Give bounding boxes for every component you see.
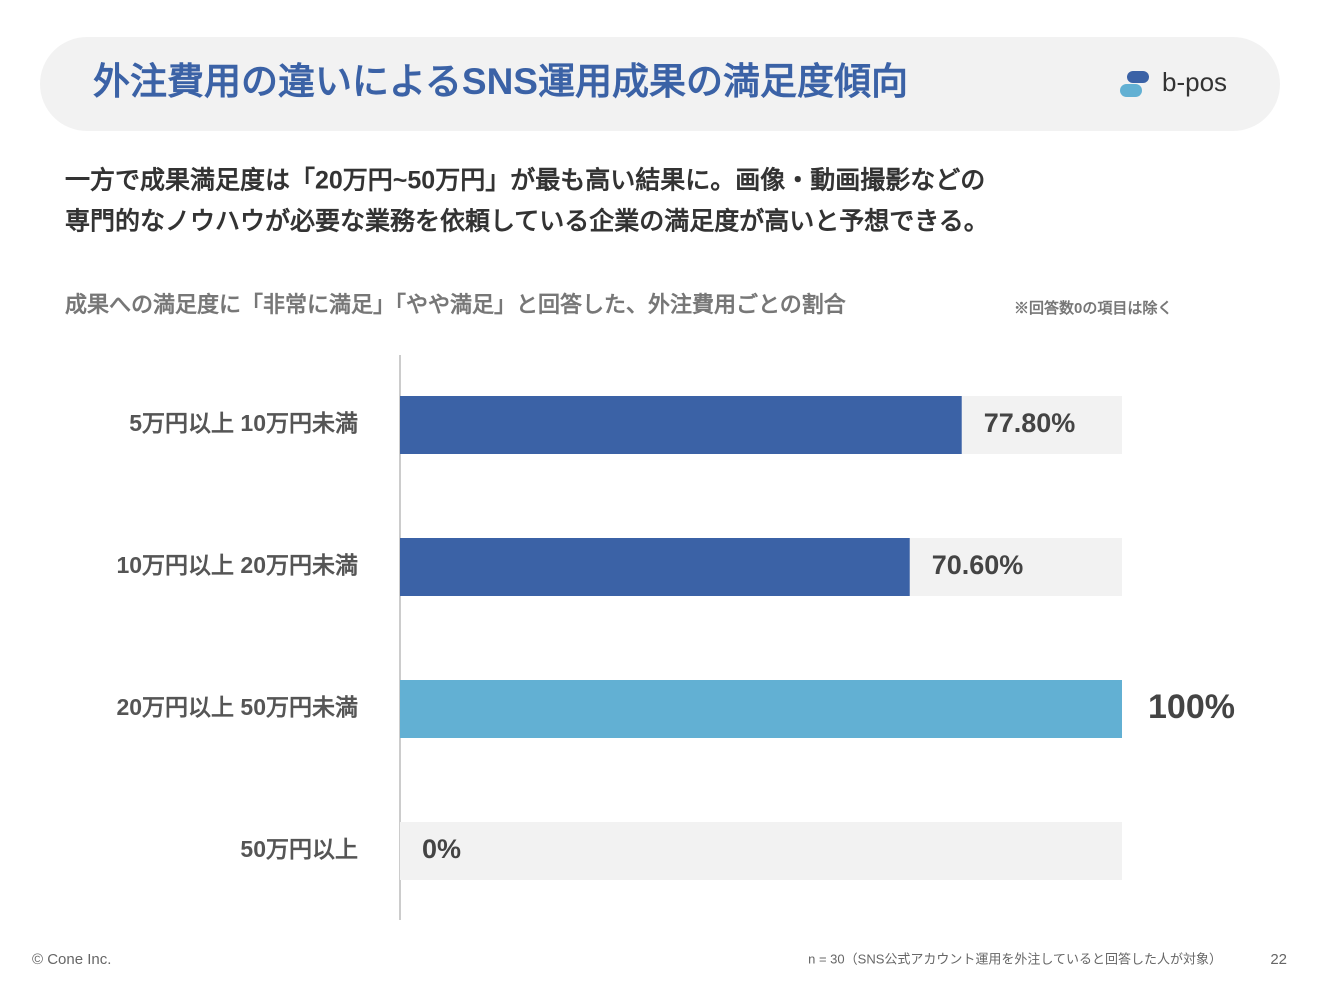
category-label: 20万円以上 50万円未満 [116, 694, 358, 720]
slide-title: 外注費用の違いによるSNS運用成果の満足度傾向 [93, 61, 908, 102]
lead-line: 専門的なノウハウが必要な業務を依頼している企業の満足度が高いと予想できる。 [65, 207, 989, 236]
chart-subtitle: 成果への満足度に「非常に満足」「やや満足」と回答した、外注費用ごとの割合 [65, 292, 847, 317]
value-label: 77.80% [984, 408, 1076, 438]
logo-text: b-pos [1162, 67, 1227, 97]
category-label: 5万円以上 10万円未満 [129, 410, 358, 436]
bar [400, 396, 962, 454]
lead-line: 一方で成果満足度は「20万円~50万円」が最も高い結果に。画像・動画撮影などの [65, 166, 985, 195]
bar [400, 538, 910, 596]
sample-note: n = 30（SNS公式アカウント運用を外注していると回答した人が対象） [808, 951, 1222, 966]
category-label: 10万円以上 20万円未満 [116, 552, 358, 578]
bar [400, 680, 1122, 738]
bar-track [400, 822, 1122, 880]
page-number: 22 [1270, 951, 1287, 968]
value-label: 0% [422, 834, 461, 864]
copyright: © Cone Inc. [32, 951, 111, 968]
header-band [40, 37, 1280, 131]
category-label: 50万円以上 [240, 836, 358, 862]
logo-icon [1120, 71, 1149, 97]
value-label: 100% [1148, 688, 1235, 726]
chart-note: ※回答数0の項目は除く [1014, 299, 1172, 317]
value-label: 70.60% [932, 550, 1024, 580]
